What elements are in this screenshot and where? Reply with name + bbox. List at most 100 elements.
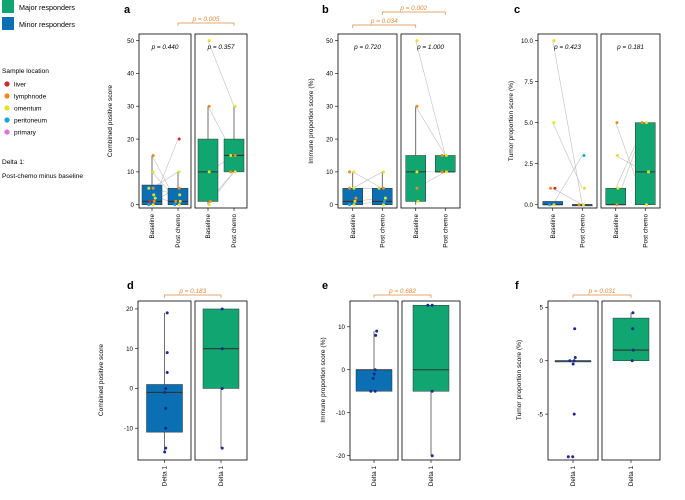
legend-note: Post-chemo minus baseline <box>2 173 83 180</box>
y-tick-label: 0 <box>131 202 135 209</box>
data-point <box>573 327 577 331</box>
data-point <box>416 199 420 203</box>
data-point <box>151 186 155 190</box>
bracket-p-value: p = 0.002 <box>399 5 427 12</box>
data-point <box>165 311 169 315</box>
panel-b: b Immune proportion score (%) 0 10 20 30 40 50 p… <box>308 4 461 248</box>
pair-line <box>415 106 446 156</box>
data-point <box>220 446 224 450</box>
legend-label: omentum <box>14 106 42 113</box>
data-point <box>229 153 233 157</box>
facet-p-value: p = 0.440 <box>151 44 179 51</box>
x-tick-label: Post chemo <box>379 214 386 248</box>
data-point <box>572 359 576 363</box>
facet-frame <box>400 33 461 209</box>
data-point <box>352 186 356 190</box>
y-axis-label: Tumor proportion score (%) <box>508 81 515 161</box>
data-point <box>220 307 224 311</box>
data-point <box>207 203 211 207</box>
data-point <box>165 371 169 375</box>
panel-d: d Combined positive score -10 0 10 20 Delta 1 D… <box>98 280 248 487</box>
data-point <box>631 327 635 331</box>
significance-bracket <box>373 294 432 298</box>
data-point <box>374 333 378 337</box>
x-tick-label: Baseline <box>149 214 156 239</box>
x-tick-label: Delta 1 <box>162 466 169 487</box>
data-point <box>348 186 352 190</box>
y-tick-label: 50 <box>326 38 333 45</box>
y-tick-label: 10 <box>338 324 345 331</box>
pair-line <box>552 188 583 205</box>
significance-bracket <box>352 24 417 28</box>
x-tick-label: Baseline <box>413 214 420 239</box>
significance-bracket <box>381 11 446 15</box>
panel-c: c Tumor proportion score (%) 0.0 2.5 5.0 7.5 1… <box>508 4 661 248</box>
y-tick-label: 10 <box>326 169 333 176</box>
data-point <box>147 186 151 190</box>
data-point <box>430 303 434 307</box>
legend-dot <box>4 117 10 123</box>
y-tick-label: 50 <box>127 38 134 45</box>
y-tick-label: 30 <box>326 103 333 110</box>
y-tick-label: 5 <box>540 305 544 312</box>
box-post-chemo <box>167 188 189 205</box>
data-point <box>164 386 168 390</box>
data-point <box>177 170 181 174</box>
bracket-p-value: p = 0.031 <box>588 288 616 295</box>
pair-line <box>207 40 235 107</box>
data-point <box>631 348 635 352</box>
facet-p-value: p = 1.000 <box>416 44 444 51</box>
y-tick-label: 10 <box>126 346 133 353</box>
data-point <box>383 196 387 200</box>
data-point <box>377 186 381 190</box>
data-point <box>426 303 430 307</box>
data-point <box>381 186 385 190</box>
legend-label: liver <box>14 82 27 89</box>
data-point <box>548 203 552 207</box>
legend-swatch <box>2 0 14 13</box>
facet-p-value: p = 0.357 <box>207 44 235 51</box>
data-point <box>151 153 155 157</box>
data-point <box>568 359 572 363</box>
box-delta-1 <box>412 305 450 392</box>
panel-e: e Immune proportion score (%) -20 -10 0 10 Del… <box>320 280 461 487</box>
facet-frame <box>138 33 192 209</box>
x-tick-label: Delta 1 <box>371 466 378 487</box>
data-point <box>552 203 556 207</box>
legend: Major responders Minor responders Sample l… <box>2 0 83 180</box>
facet-p-value: p = 0.423 <box>553 44 581 51</box>
bracket-p-value: p = 0.034 <box>370 18 398 25</box>
facet-frame <box>537 33 598 209</box>
data-point <box>566 455 570 459</box>
legend-label: lymphnode <box>14 94 47 101</box>
y-axis-label: Immune proportion score (%) <box>308 78 315 163</box>
data-point <box>371 376 375 380</box>
panel-letter: c <box>514 4 520 16</box>
panel-letter: b <box>322 4 329 16</box>
data-point <box>382 199 386 203</box>
data-point <box>375 329 379 333</box>
legend-title: Delta 1: <box>2 159 25 166</box>
facet-frame <box>337 33 398 209</box>
data-point <box>352 170 356 174</box>
data-point <box>644 203 648 207</box>
data-point <box>229 170 233 174</box>
data-point <box>153 196 157 200</box>
data-point <box>354 196 358 200</box>
x-tick-label: Baseline <box>350 214 357 239</box>
data-point <box>207 39 211 43</box>
x-tick-label: Post chemo <box>579 214 586 248</box>
data-point <box>372 372 376 376</box>
pair-line <box>552 155 583 205</box>
data-point <box>430 389 434 393</box>
facet-frame <box>194 33 248 209</box>
y-tick-label: 40 <box>127 71 134 78</box>
y-axis-label: Combined positive score <box>107 85 114 158</box>
bracket-p-value: p = 0.005 <box>192 16 220 23</box>
y-axis-label: Tumor proportion score (%) <box>516 340 523 420</box>
pair-line <box>352 171 383 189</box>
data-point <box>415 39 419 43</box>
data-point <box>615 153 619 157</box>
data-point <box>415 186 419 190</box>
box-post-chemo <box>435 155 456 173</box>
